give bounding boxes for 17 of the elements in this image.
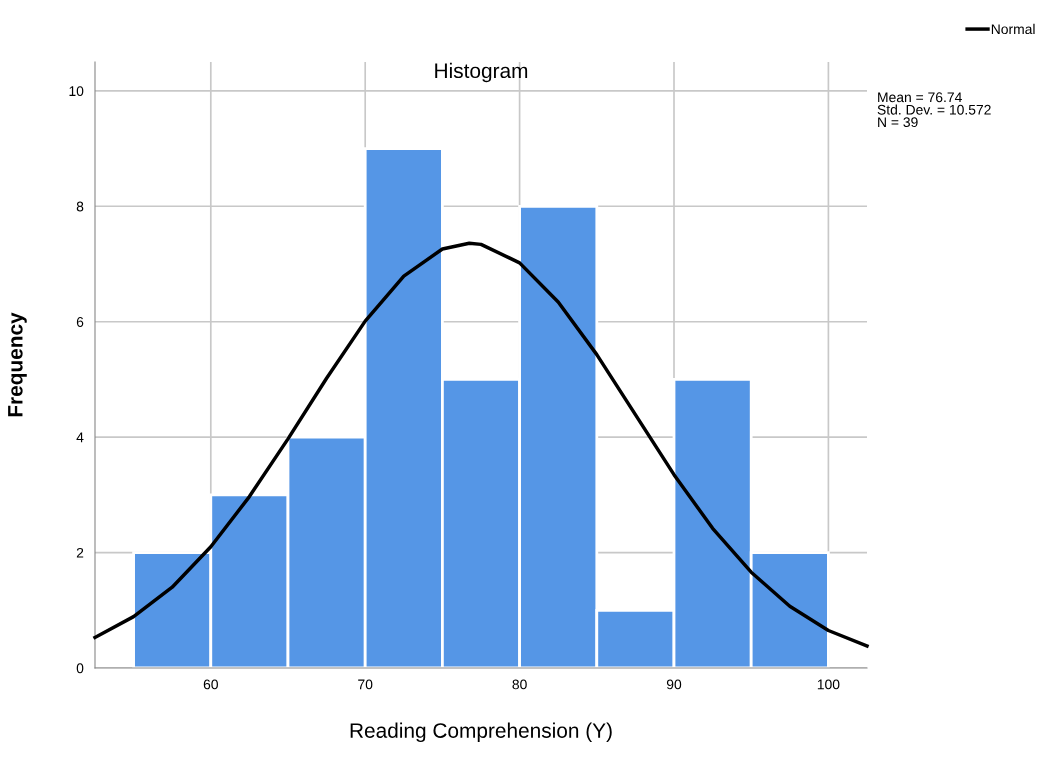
x-tick-label: 70 bbox=[358, 679, 373, 690]
text: Mean = 76.74 Std. Dev. = 10.572 N = 39 bbox=[877, 92, 991, 128]
x-tick-label: 100 bbox=[817, 679, 840, 690]
x-axis-title: Reading Comprehension (Y) bbox=[350, 722, 612, 743]
chart-title: Histogram bbox=[435, 62, 528, 83]
y-tick-label: 4 bbox=[76, 432, 84, 443]
y-axis-title: Frequency bbox=[8, 312, 27, 417]
x-tick-label: 80 bbox=[512, 679, 527, 690]
line-series bbox=[93, 241, 869, 648]
legend-label: Normal bbox=[991, 23, 1035, 35]
y-tick-label: 10 bbox=[69, 86, 84, 97]
y-tick-label: 6 bbox=[76, 317, 84, 327]
x-tick-label: 90 bbox=[666, 679, 682, 690]
y-tick-label: 2 bbox=[76, 547, 84, 558]
y-tick-label: 0 bbox=[76, 663, 84, 674]
y-tick-label: 8 bbox=[76, 201, 84, 212]
x-tick-label: 60 bbox=[203, 679, 218, 690]
